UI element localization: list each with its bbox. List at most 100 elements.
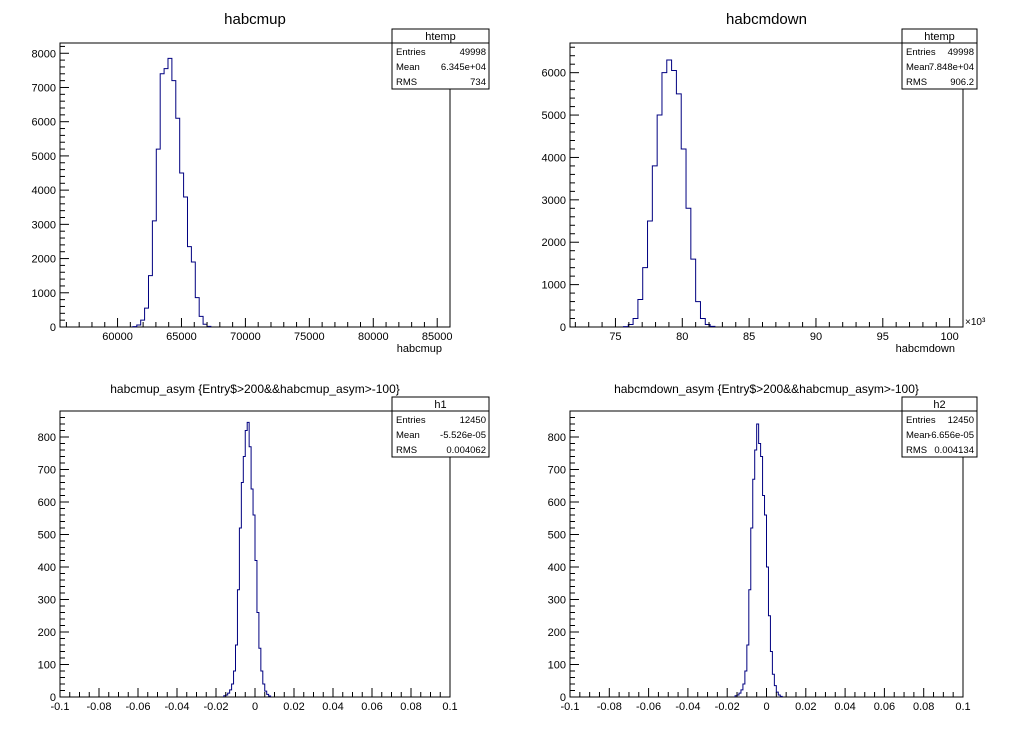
y-tick-label: 800 bbox=[38, 432, 56, 444]
histogram-bin bbox=[251, 489, 253, 697]
stats-box: h1 Entries 12450 Mean -5.526e-05 RMS 0.004062 bbox=[391, 396, 490, 458]
x-tick-label: -0.1 bbox=[51, 701, 70, 713]
y-tick-label: 700 bbox=[548, 465, 566, 477]
histogram-bins bbox=[735, 424, 782, 697]
x-tick-label: 0.06 bbox=[874, 701, 895, 713]
x-tick-label: 85000 bbox=[422, 331, 453, 343]
chart-title: habcmdown_asym {Entry$>200&&habcmup_asym… bbox=[614, 382, 919, 396]
y-tick-label: 7000 bbox=[32, 82, 56, 94]
x-tick-label: -0.02 bbox=[715, 701, 740, 713]
stats-value-mean: -6.656e-05 bbox=[928, 430, 974, 441]
x-tick-label: -0.04 bbox=[164, 701, 189, 713]
histogram-bin bbox=[662, 73, 667, 327]
x-tick-label: 70000 bbox=[230, 331, 261, 343]
y-tick-label: 200 bbox=[548, 627, 566, 639]
y-tick-label: 6000 bbox=[542, 68, 566, 80]
histogram-bin bbox=[180, 173, 184, 327]
histogram-panel-2: habcmdown 75 80 85 90 95 100 ×10³ habcmdown 0 1000… bbox=[542, 11, 986, 355]
histogram-bin bbox=[676, 94, 681, 327]
histogram-bin bbox=[245, 431, 247, 698]
stats-box-frame bbox=[901, 396, 978, 458]
stats-box-frame bbox=[391, 396, 490, 458]
stats-value-entries: 12450 bbox=[460, 415, 486, 426]
x-tick-label: 0.08 bbox=[400, 701, 421, 713]
x-tick-label: 0.08 bbox=[913, 701, 934, 713]
x-tick-label: 65000 bbox=[166, 331, 197, 343]
histogram-bin bbox=[148, 276, 152, 327]
stats-name: h2 bbox=[933, 399, 945, 411]
histogram-bin bbox=[195, 298, 199, 327]
histogram-bin bbox=[755, 450, 757, 697]
histogram-bin bbox=[757, 424, 759, 697]
stats-value-entries: 12450 bbox=[948, 415, 974, 426]
plot-frame bbox=[59, 42, 451, 328]
x-tick-label: 100 bbox=[940, 331, 958, 343]
x-tick-label: 0.04 bbox=[834, 701, 855, 713]
stats-value-mean: 6.345e+04 bbox=[441, 62, 486, 73]
histogram-bin bbox=[657, 115, 662, 327]
x-tick-label: -0.06 bbox=[125, 701, 150, 713]
histogram-bin bbox=[152, 221, 156, 327]
y-tick-label: 600 bbox=[38, 497, 56, 509]
histogram-bins bbox=[224, 422, 271, 697]
histogram-bin bbox=[243, 457, 245, 698]
y-tick-label: 4000 bbox=[542, 152, 566, 164]
stats-value-rms: 906.2 bbox=[950, 77, 974, 88]
histogram-bin bbox=[160, 74, 164, 327]
stats-name: h1 bbox=[434, 399, 446, 411]
histogram-bin bbox=[759, 444, 761, 698]
histogram-bin bbox=[691, 259, 696, 327]
y-tick-label: 500 bbox=[548, 530, 566, 542]
stats-label-mean: Mean bbox=[396, 430, 420, 441]
histogram-bin bbox=[172, 81, 176, 327]
stats-label-mean: Mean bbox=[906, 62, 930, 73]
x-tick-label: 85 bbox=[743, 331, 755, 343]
stats-label-entries: Entries bbox=[396, 415, 426, 426]
histogram-bin bbox=[187, 247, 191, 327]
y-tick-label: 3000 bbox=[32, 219, 56, 231]
x-axis-title: habcmdown bbox=[896, 343, 955, 355]
y-tick-label: 300 bbox=[548, 595, 566, 607]
histogram-line bbox=[734, 423, 783, 697]
x-tick-label: 0.02 bbox=[283, 701, 304, 713]
stats-name: htemp bbox=[425, 31, 456, 43]
histogram-line bbox=[622, 59, 716, 328]
x-tick-label: -0.08 bbox=[86, 701, 111, 713]
y-tick-label: 0 bbox=[50, 692, 56, 704]
x-tick-label: 90 bbox=[810, 331, 822, 343]
y-tick-label: 0 bbox=[560, 322, 566, 334]
y-tick-label: 4000 bbox=[32, 185, 56, 197]
chart-title: habcmup bbox=[224, 11, 286, 28]
y-tick-label: 400 bbox=[38, 562, 56, 574]
histogram-bins bbox=[623, 60, 714, 327]
histogram-bin bbox=[652, 166, 657, 327]
histogram-bin bbox=[648, 221, 653, 327]
stats-label-rms: RMS bbox=[396, 77, 417, 88]
x-exponent-label: ×10³ bbox=[965, 317, 986, 328]
x-tick-label: 0 bbox=[763, 701, 769, 713]
y-tick-label: 100 bbox=[38, 660, 56, 672]
histogram-bin bbox=[667, 60, 672, 327]
histogram-bin bbox=[696, 302, 701, 327]
histogram-bin bbox=[184, 197, 188, 327]
stats-box: htemp Entries 49998 Mean 6.345e+04 RMS 734 bbox=[391, 28, 490, 90]
histogram-bin bbox=[168, 58, 172, 327]
stats-label-entries: Entries bbox=[906, 47, 936, 58]
stats-value-entries: 49998 bbox=[948, 47, 974, 58]
x-tick-label: 60000 bbox=[102, 331, 133, 343]
histogram-bin bbox=[164, 69, 168, 327]
y-tick-label: 1000 bbox=[32, 288, 56, 300]
histogram-line bbox=[132, 57, 212, 328]
y-tick-label: 1000 bbox=[542, 280, 566, 292]
stats-label-mean: Mean bbox=[906, 430, 930, 441]
stats-label-mean: Mean bbox=[396, 62, 420, 73]
x-tick-label: -0.08 bbox=[597, 701, 622, 713]
stats-value-entries: 49998 bbox=[460, 47, 486, 58]
histogram-bin bbox=[763, 496, 765, 698]
stats-label-rms: RMS bbox=[396, 445, 417, 456]
y-tick-label: 2000 bbox=[542, 237, 566, 249]
x-tick-label: -0.06 bbox=[636, 701, 661, 713]
histogram-bin bbox=[633, 319, 638, 327]
